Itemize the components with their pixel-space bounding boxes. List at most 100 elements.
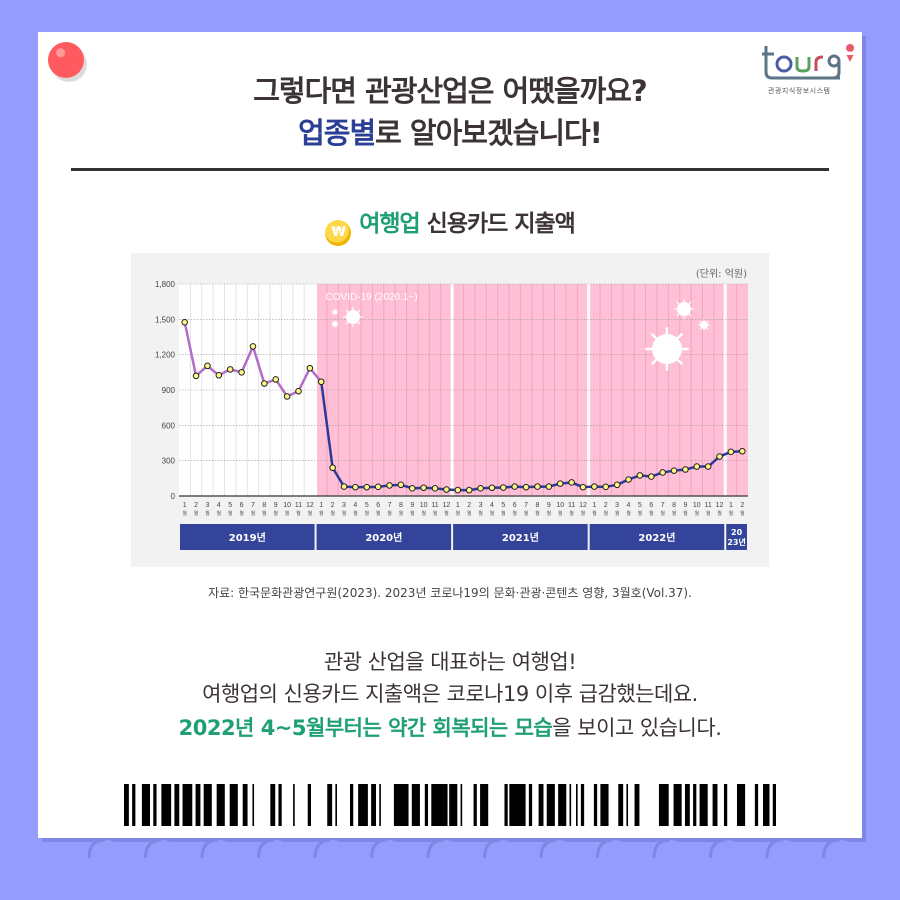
month-label: 10: [283, 502, 291, 509]
month-label: 11: [568, 502, 575, 509]
chart-title-rest: 신용카드 지출액: [419, 211, 576, 237]
svg-text:월: 월: [319, 510, 324, 517]
data-point: [340, 483, 348, 490]
month-label: 8: [536, 502, 540, 509]
month-label: 10: [693, 502, 701, 509]
svg-text:월: 월: [524, 510, 529, 517]
svg-text:월: 월: [660, 510, 665, 517]
data-point: [556, 480, 564, 487]
month-label: 2: [467, 502, 471, 509]
data-point: [204, 362, 211, 370]
virus-icon: [673, 298, 695, 320]
tour9-logo-icon: [762, 44, 855, 80]
y-tick-label: 0: [171, 492, 176, 501]
divider: [71, 168, 829, 171]
svg-text:월: 월: [694, 510, 699, 517]
body-line1: 관광 산업을 대표하는 여행업!: [323, 650, 577, 674]
headline-highlight: 업종별: [298, 116, 376, 150]
data-point: [670, 467, 678, 474]
data-point: [295, 387, 302, 395]
month-label: 7: [661, 502, 665, 509]
month-label: 7: [524, 502, 528, 509]
data-point: [682, 466, 689, 473]
data-point: [317, 378, 325, 386]
year-band: [316, 524, 452, 550]
data-point: [625, 476, 632, 483]
data-point: [226, 366, 234, 373]
month-label: 3: [615, 502, 619, 509]
data-point: [272, 376, 280, 383]
barcode-decoration: [124, 784, 776, 826]
month-label: 4: [627, 502, 631, 509]
data-point: [238, 369, 245, 376]
svg-text:20: 20: [731, 528, 743, 537]
svg-text:월: 월: [478, 510, 483, 517]
body-rest: 을 보이고 있습니다.: [552, 716, 722, 740]
data-point: [363, 483, 371, 491]
svg-text:월: 월: [387, 510, 392, 517]
line-chart: (단위: 억원) 0 300 600 900 1,200 1,500 1,800 COVID-…: [131, 253, 769, 567]
ticket-scallop-edge: [87, 838, 856, 859]
svg-text:월: 월: [296, 510, 301, 517]
data-point: [181, 318, 188, 326]
svg-text:월: 월: [456, 510, 461, 517]
svg-text:2021년: 2021년: [502, 531, 539, 544]
data-point: [545, 483, 553, 490]
month-label: 11: [295, 502, 302, 509]
month-label: 2: [194, 502, 198, 509]
unit-label: (단위: 억원): [695, 269, 747, 280]
svg-text:월: 월: [285, 510, 290, 517]
month-label: 9: [274, 502, 278, 509]
data-point: [511, 483, 519, 490]
month-label: 1: [319, 502, 323, 509]
won-coin-icon: ₩: [325, 220, 352, 246]
data-point: [693, 463, 701, 470]
covid-annotation: COVID-19 (2020.1~): [326, 292, 418, 303]
month-label: 10: [556, 502, 564, 509]
svg-text:월: 월: [262, 510, 267, 517]
svg-text:월: 월: [603, 510, 608, 517]
data-point: [500, 484, 507, 491]
month-label: 12: [716, 502, 724, 509]
data-point: [704, 463, 712, 470]
month-label: 7: [251, 502, 255, 509]
month-label: 7: [388, 502, 392, 509]
chart-plot: 0 300 600 900 1,200 1,500 1,800 COVID-19 (2020.…: [155, 280, 748, 550]
month-label: 2: [604, 502, 608, 509]
month-label: 9: [683, 502, 687, 509]
month-label: 12: [443, 502, 451, 509]
headline-rest: 로 알아보겠습니다!: [375, 116, 603, 150]
data-point: [408, 485, 416, 492]
month-label: 3: [205, 502, 209, 509]
svg-text:23년: 23년: [727, 537, 746, 547]
data-point: [306, 364, 314, 372]
data-point: [454, 486, 462, 494]
y-tick-label: 600: [162, 421, 176, 430]
svg-text:2020년: 2020년: [365, 531, 402, 544]
body-line2: 여행업의 신용카드 지출액은 코로나19 이후 급감했는데요.: [202, 682, 698, 706]
data-point: [329, 464, 336, 472]
data-point: [488, 484, 496, 492]
svg-text:월: 월: [501, 510, 506, 517]
data-point: [647, 473, 655, 480]
month-label: 9: [410, 502, 414, 509]
year-band: [726, 524, 747, 550]
svg-text:월: 월: [251, 510, 256, 517]
virus-icon: [331, 320, 339, 328]
year-band: [453, 524, 588, 550]
month-label: 1: [729, 502, 733, 509]
data-point: [443, 486, 450, 493]
data-point: [261, 380, 268, 387]
svg-text:월: 월: [558, 510, 563, 517]
virus-icon: [645, 327, 689, 371]
source-citation: 자료: 한국문화관광연구원(2023). 2023년 코로나19의 문화·관광·…: [208, 586, 692, 600]
svg-text:월: 월: [649, 510, 654, 517]
svg-text:월: 월: [342, 510, 347, 517]
data-point: [249, 343, 257, 350]
svg-text:2019년: 2019년: [229, 531, 266, 544]
svg-text:월: 월: [410, 510, 415, 517]
month-label: 2: [331, 502, 335, 509]
svg-text:월: 월: [364, 510, 369, 517]
logo-subtitle: 관광지식정보시스템: [768, 87, 831, 95]
body-line3: 2022년 4~5월부터는 약간 회복되는 모습을 보이고 있습니다.: [0, 712, 900, 742]
